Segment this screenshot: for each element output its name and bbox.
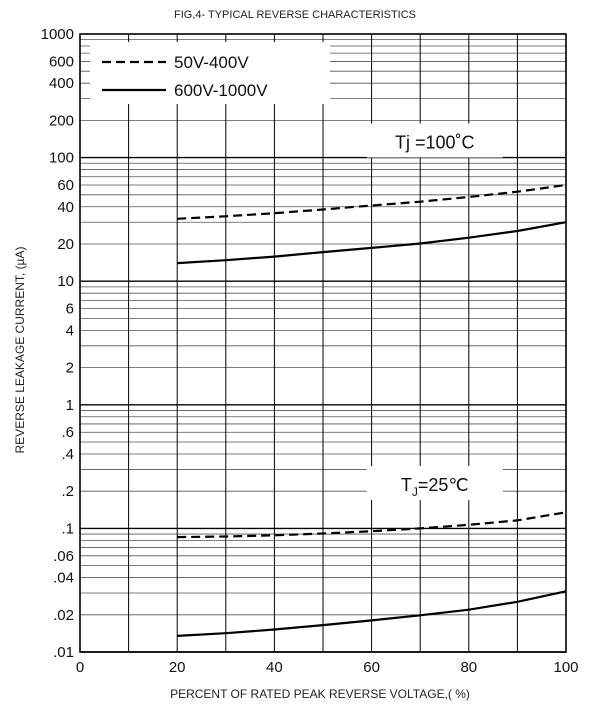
y-tick-label: 600 — [49, 53, 74, 70]
y-tick-label: 1 — [66, 397, 74, 414]
annotation-box — [366, 466, 503, 501]
x-tick-label: 0 — [76, 659, 84, 676]
annotation-label: Tj =100˚C — [395, 133, 475, 153]
tick-labels: .01.02.04.06.1.2.4.612461020406010020040… — [41, 26, 579, 676]
y-tick-label: .02 — [53, 607, 74, 624]
annotations: Tj =100˚CTJ=25℃ — [366, 123, 503, 501]
annotation-box — [366, 123, 503, 158]
y-tick-label: 10 — [57, 273, 74, 290]
x-tick-label: 20 — [169, 659, 186, 676]
y-tick-label: 100 — [49, 150, 74, 167]
x-tick-label: 60 — [363, 659, 380, 676]
y-tick-label: 20 — [57, 236, 74, 253]
x-tick-label: 80 — [460, 659, 477, 676]
legend-label: 600V-1000V — [174, 81, 268, 100]
series-line-1-dashed — [177, 183, 567, 220]
y-tick-label: 40 — [57, 199, 74, 216]
y-tick-label: 1000 — [41, 26, 74, 43]
x-axis-label: PERCENT OF RATED PEAK REVERSE VOLTAGE,( … — [170, 687, 470, 701]
y-tick-label: 400 — [49, 75, 74, 92]
y-tick-label: .4 — [61, 446, 74, 463]
y-tick-label: 60 — [57, 177, 74, 194]
y-tick-label: .2 — [61, 483, 74, 500]
y-tick-label: 200 — [49, 112, 74, 129]
legend-label: 50V-400V — [174, 53, 249, 72]
y-tick-label: .1 — [61, 520, 74, 537]
plot-frame — [79, 33, 567, 653]
y-tick-label: .04 — [53, 570, 74, 587]
series-line-4-solid — [177, 590, 567, 637]
y-tick-label: .6 — [61, 424, 74, 441]
y-tick-label: .01 — [53, 644, 74, 661]
x-tick-label: 100 — [553, 659, 578, 676]
x-tick-label: 40 — [266, 659, 283, 676]
y-tick-label: .06 — [53, 548, 74, 565]
chart-title: FIG,4- TYPICAL REVERSE CHARACTERISTICS — [174, 9, 416, 21]
y-tick-label: 2 — [66, 360, 74, 377]
grid — [79, 33, 567, 653]
legend-box — [90, 42, 330, 104]
y-tick-label: 4 — [66, 322, 74, 339]
series-line-3-dashed — [177, 511, 567, 539]
series-line-2-solid — [177, 221, 567, 265]
y-axis-label: REVERSE LEAKAGE CURRENT, (µA) — [13, 247, 27, 454]
y-tick-label: 6 — [66, 301, 74, 318]
series-lines — [177, 183, 567, 637]
legend: 50V-400V 600V-1000V — [90, 42, 330, 104]
